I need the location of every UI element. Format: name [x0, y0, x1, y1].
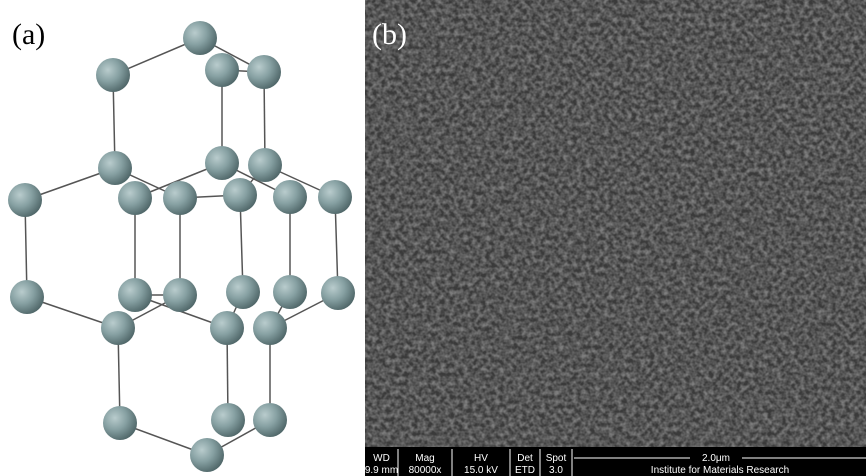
bar-value: 9.9 mm [365, 465, 398, 476]
atom [273, 180, 307, 214]
scale-label: 2.0μm [702, 453, 730, 464]
atom [321, 276, 355, 310]
bar-value: ETD [515, 465, 535, 476]
atom [253, 311, 287, 345]
atom [103, 406, 137, 440]
atom [118, 181, 152, 215]
institute: Institute for Materials Research [651, 465, 789, 476]
atom [96, 58, 130, 92]
atom [273, 275, 307, 309]
atom [205, 146, 239, 180]
atom [223, 178, 257, 212]
atom [10, 280, 44, 314]
bar-header: HV [474, 453, 488, 464]
atom [247, 55, 281, 89]
atom [118, 278, 152, 312]
figure: (a) (b) WD9.9 mm Mag80000x HV15.0 kV DetETD… [0, 0, 866, 476]
bar-value: 80000x [409, 465, 442, 476]
atom [253, 403, 287, 437]
atom [101, 311, 135, 345]
atom [98, 151, 132, 185]
atom [163, 181, 197, 215]
atom [211, 403, 245, 437]
atom [205, 53, 239, 87]
atom [183, 21, 217, 55]
crystal-structure [8, 21, 355, 472]
atom [190, 438, 224, 472]
bar-header: WD [373, 453, 390, 464]
atom [248, 148, 282, 182]
panel-label: (b) [372, 18, 407, 51]
bar-header: Mag [415, 453, 434, 464]
atom [210, 311, 244, 345]
atom [163, 278, 197, 312]
panel-label: (a) [12, 18, 45, 51]
bar-value: 3.0 [549, 465, 563, 476]
sem-texture [365, 0, 866, 447]
bar-header: Spot [546, 453, 567, 464]
bar-header: Det [517, 453, 533, 464]
atom [226, 275, 260, 309]
bar-value: 15.0 kV [464, 465, 498, 476]
atom [8, 183, 42, 217]
atom [318, 180, 352, 214]
